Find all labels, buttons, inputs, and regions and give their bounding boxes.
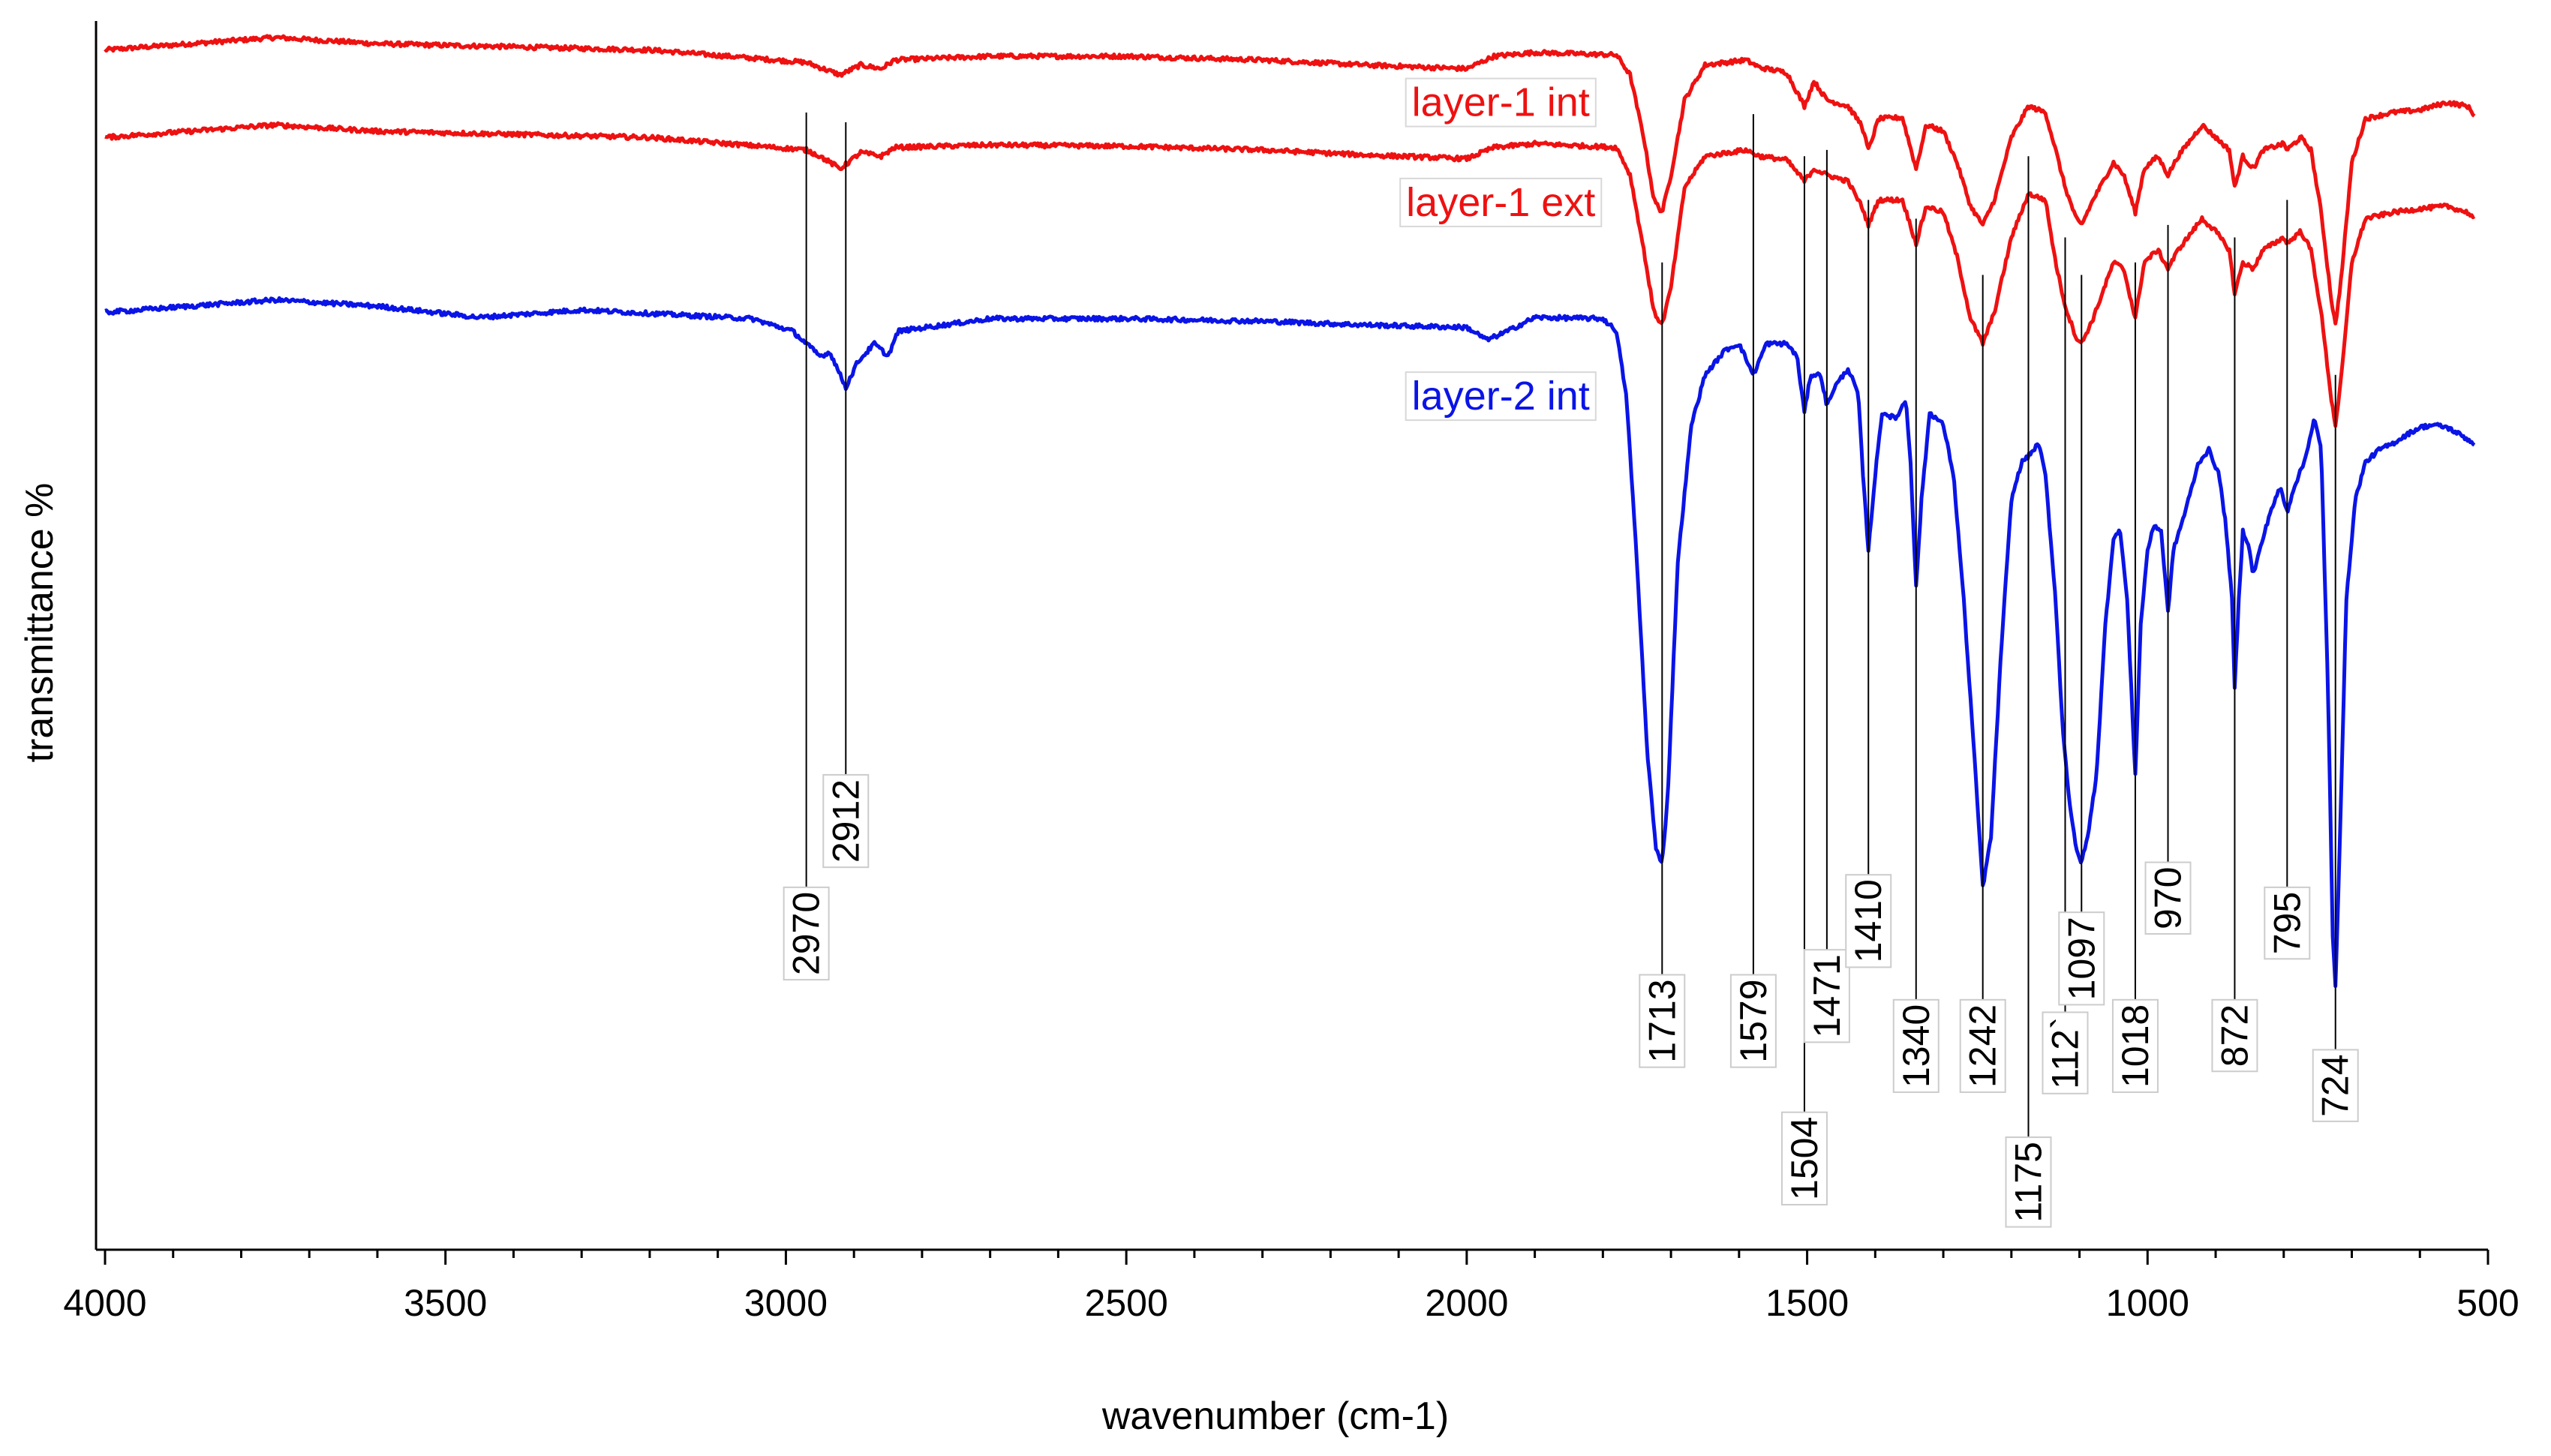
peak-label: 724 [2315, 1054, 2357, 1116]
peak-label: 1340 [1895, 1004, 1937, 1088]
peak-label-group-16: 795 [2264, 886, 2311, 960]
x-tick-label-4000: 4000 [63, 1282, 146, 1324]
series-line-2 [104, 121, 2476, 428]
peak-label: 1713 [1641, 979, 1683, 1062]
peak-label-group-14: 970 [2144, 861, 2192, 935]
peak-label-box [1959, 998, 2006, 1094]
peak-label-group-3: 1713 [1639, 974, 1686, 1068]
peak-label-group-13: 1018 [2111, 998, 2159, 1094]
peak-label-box [2005, 1136, 2052, 1228]
peak-label: 872 [2213, 1004, 2255, 1067]
peak-label-group-9: 1242 [1959, 998, 2006, 1094]
peak-label-box [1780, 1111, 1828, 1205]
peak-label-group-15: 872 [2211, 998, 2258, 1073]
series-label-3: layer-2 int [1412, 374, 1590, 419]
series-label-box-3 [1405, 371, 1597, 422]
peak-label-box [1803, 949, 1850, 1043]
peak-label-group-8: 1340 [1892, 998, 1940, 1094]
x-tick-label-3000: 3000 [744, 1282, 828, 1324]
peak-label: 970 [2147, 867, 2189, 929]
peak-label: 2970 [786, 892, 828, 975]
peak-label-box [2042, 1011, 2089, 1094]
peak-label-box [2312, 1049, 2359, 1122]
peak-label: 1579 [1732, 979, 1774, 1062]
peak-label-group-10: 1175 [2005, 1136, 2052, 1228]
peak-label-box [783, 886, 830, 981]
x-tick-label-3500: 3500 [404, 1282, 487, 1324]
x-tick-label-1000: 1000 [2106, 1282, 2189, 1324]
peak-label: 112` [2044, 1016, 2086, 1088]
peak-label-box [1729, 974, 1777, 1068]
peak-label-group-1: 2970 [783, 886, 830, 981]
series-line-1 [104, 34, 2476, 326]
peak-label: 1097 [2060, 917, 2102, 1000]
peak-label-group-4: 1579 [1729, 974, 1777, 1068]
peak-label-box [1845, 874, 1892, 968]
series-label-box-2 [1399, 177, 1603, 227]
peak-label-box [1892, 998, 1940, 1094]
peak-label-group-2: 2912 [822, 773, 870, 869]
peak-label-box [2264, 886, 2311, 960]
peak-label-group-17: 724 [2312, 1049, 2359, 1122]
x-axis-title: wavenumber (cm-1) [1101, 1394, 1449, 1438]
peak-label: 1504 [1783, 1117, 1825, 1200]
series-line-3 [104, 296, 2476, 989]
axes-group: wavenumber (cm-1) transmittance % 4000 35… [18, 21, 2519, 1438]
peak-label-box [2211, 998, 2258, 1073]
peak-label-group-11: 112` [2042, 1011, 2089, 1094]
peak-label-group-5: 1504 [1780, 1111, 1828, 1205]
series-label-1: layer-1 int [1412, 80, 1590, 125]
peak-label-box [2111, 998, 2159, 1094]
peak-label-group-7: 1410 [1845, 874, 1892, 968]
peak-label: 1471 [1806, 954, 1848, 1037]
series-label-box-1 [1405, 77, 1597, 128]
peak-label: 1242 [1962, 1004, 2004, 1088]
peak-label: 795 [2266, 892, 2308, 954]
peak-label: 1410 [1847, 879, 1889, 962]
peak-label: 2912 [825, 779, 867, 863]
series-group: layer-1 int layer-1 ext layer-2 int [104, 34, 2476, 989]
peak-label-box [822, 773, 870, 869]
peak-label-box [2144, 861, 2192, 935]
peak-label: 1175 [2007, 1142, 2049, 1223]
x-tick-label-500: 500 [2456, 1282, 2519, 1324]
x-tick-label-2000: 2000 [1425, 1282, 1508, 1324]
y-axis-title: transmittance % [18, 483, 62, 763]
peak-label-group-12: 1097 [2058, 911, 2105, 1006]
peak-label-box [1639, 974, 1686, 1068]
x-tick-label-2500: 2500 [1085, 1282, 1168, 1324]
peak-label-box [2058, 911, 2105, 1006]
series-label-2: layer-1 ext [1406, 180, 1595, 225]
x-tick-label-1500: 1500 [1765, 1282, 1849, 1324]
peak-label-group-6: 1471 [1803, 949, 1850, 1043]
peak-label: 1018 [2114, 1004, 2156, 1088]
